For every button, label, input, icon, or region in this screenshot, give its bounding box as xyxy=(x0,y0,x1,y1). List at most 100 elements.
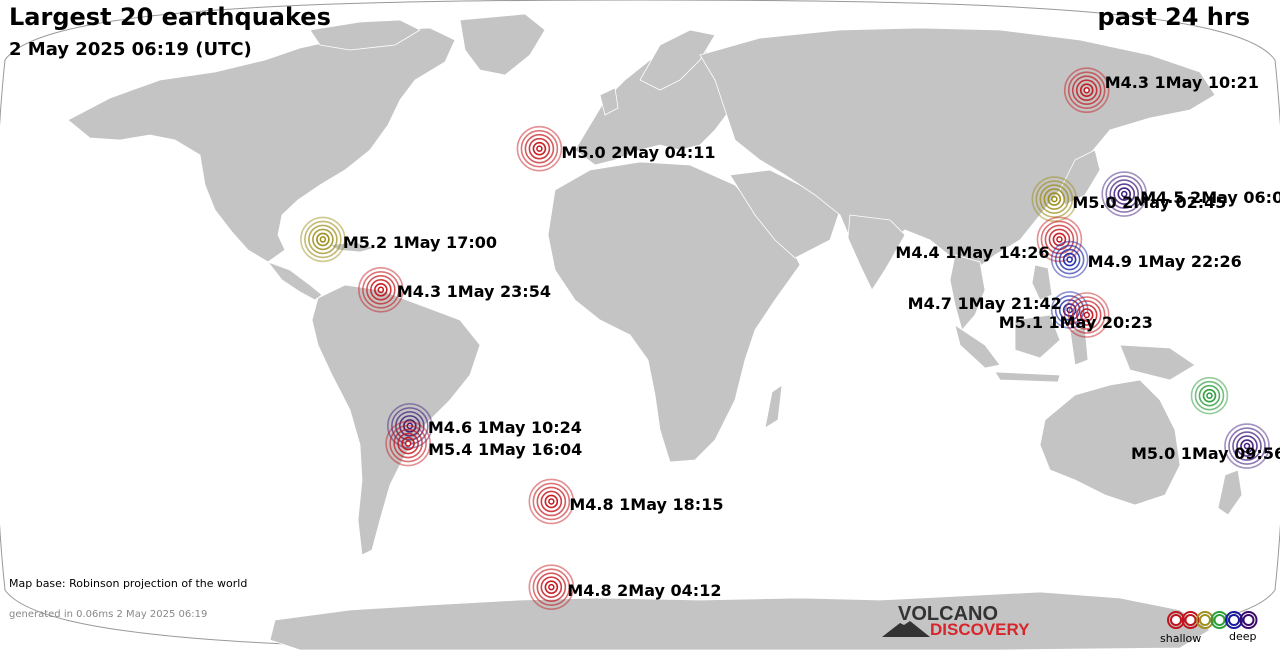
marker-ring xyxy=(516,125,563,172)
marker-center-dot xyxy=(319,236,327,243)
legend-circle xyxy=(1242,614,1255,626)
antarctica-land xyxy=(269,591,1211,650)
marker-center-dot xyxy=(1056,236,1063,243)
earthquake-label-q13[interactable]: M4.8 1May 18:15 xyxy=(569,495,724,515)
marker-center-dot xyxy=(1120,190,1128,198)
india-land xyxy=(847,214,906,291)
arctic-islands-land xyxy=(309,19,421,51)
earthquake-label-q11[interactable]: M4.6 1May 10:24 xyxy=(427,417,582,437)
marker-ring xyxy=(540,490,563,513)
marker-ring xyxy=(300,216,346,263)
marker-ring xyxy=(370,278,392,301)
marker-center-dot xyxy=(1243,442,1251,450)
earthquake-marker-q13[interactable] xyxy=(528,478,575,525)
marker-center-dot xyxy=(1083,311,1090,319)
earthquake-label-q10[interactable]: M5.1 1May 20:23 xyxy=(998,313,1153,332)
marker-ring xyxy=(1075,304,1098,326)
marker-ring xyxy=(1054,244,1085,275)
marker-ring xyxy=(401,436,415,451)
legend-circle xyxy=(1228,614,1240,626)
south-america-land xyxy=(311,284,481,556)
basemap-credit: Map base: Robinson projection of the wor… xyxy=(9,577,248,590)
earthquake-marker-q4[interactable] xyxy=(358,266,404,313)
depth-legend: shallow deep xyxy=(1158,608,1268,648)
marker-ring xyxy=(1063,292,1110,338)
marker-ring xyxy=(397,432,419,455)
volcanodiscovery-logo[interactable]: VOLCANO DISCOVERY xyxy=(882,603,1042,643)
legend-circle xyxy=(1196,611,1214,629)
madagascar-land xyxy=(764,384,783,429)
earthquake-label-q8[interactable]: M4.9 1May 22:26 xyxy=(1087,251,1242,271)
marker-ring xyxy=(1075,79,1098,102)
earthquake-marker-q6[interactable] xyxy=(1101,171,1148,217)
earthquake-marker-q7[interactable] xyxy=(1036,216,1083,263)
marker-ring xyxy=(1047,192,1062,206)
marker-ring xyxy=(395,411,425,441)
earthquake-label-q1[interactable]: M4.3 1May 10:21 xyxy=(1104,73,1259,93)
africa-land xyxy=(547,161,801,463)
earthquake-marker-q14[interactable] xyxy=(528,564,575,610)
marker-ring xyxy=(544,494,559,509)
marker-ring xyxy=(520,129,559,168)
marker-center-dot xyxy=(404,440,412,447)
marker-ring xyxy=(399,415,421,437)
marker-ring xyxy=(374,282,388,297)
legend-circle xyxy=(1239,611,1258,629)
australia-land xyxy=(1039,379,1181,506)
earthquake-marker-q12[interactable] xyxy=(385,420,431,467)
earthquake-marker-q8[interactable] xyxy=(1050,240,1089,279)
marker-ring xyxy=(1190,376,1229,415)
marker-ring xyxy=(540,576,563,598)
earthquake-label-q9[interactable]: M4.7 1May 21:42 xyxy=(907,293,1062,313)
logo-volcano-text: VOLCANO xyxy=(898,603,998,625)
earthquake-label-q5[interactable]: M5.0 2May 02:45 xyxy=(1072,193,1227,213)
marker-ring xyxy=(385,420,431,467)
marker-ring xyxy=(1113,183,1136,205)
page-title: Largest 20 earthquakes xyxy=(9,3,331,31)
marker-ring xyxy=(1050,291,1089,329)
marker-ring xyxy=(1067,296,1106,334)
marker-ring xyxy=(1062,303,1077,317)
scandinavia-land xyxy=(639,29,716,91)
marker-ring xyxy=(532,568,571,606)
earthquake-marker-q1[interactable] xyxy=(1063,67,1110,114)
marker-ring xyxy=(1224,423,1270,469)
earthquake-marker-q16[interactable] xyxy=(1224,423,1270,469)
generated-note: generated in 0.06ms 2 May 2025 06:19 xyxy=(9,609,208,620)
sulawesi-land xyxy=(1069,327,1089,366)
depth-legend-circles xyxy=(1167,611,1258,629)
marker-ring xyxy=(1105,175,1144,213)
marker-ring xyxy=(536,572,567,602)
earthquake-marker-q9[interactable] xyxy=(1050,291,1089,329)
earthquake-marker-q3[interactable] xyxy=(300,216,346,263)
marker-ring xyxy=(1117,187,1132,201)
marker-ring xyxy=(528,564,575,610)
earthquake-marker-q5[interactable] xyxy=(1031,176,1078,222)
earthquake-label-q7[interactable]: M4.4 1May 14:26 xyxy=(895,243,1050,263)
marker-ring xyxy=(389,424,427,463)
earthquake-label-q14[interactable]: M4.8 2May 04:12 xyxy=(567,581,722,601)
caribbean-land xyxy=(328,241,377,253)
volcano-icon xyxy=(882,621,930,637)
earthquake-label-q16[interactable]: M5.0 1May 09:56 xyxy=(1130,444,1280,464)
legend-circle xyxy=(1170,614,1182,626)
marker-ring xyxy=(1031,176,1078,222)
legend-circle xyxy=(1167,611,1185,629)
greenland-land xyxy=(459,13,546,76)
legend-circle xyxy=(1225,611,1243,629)
british-isles-land xyxy=(599,87,619,116)
marker-ring xyxy=(1240,439,1254,453)
marker-ring xyxy=(1035,180,1074,218)
earthquake-marker-q15[interactable] xyxy=(1190,376,1229,415)
earthquake-label-q2[interactable]: M5.0 2May 04:11 xyxy=(561,142,716,162)
earthquake-marker-q10[interactable] xyxy=(1063,292,1110,338)
marker-ring xyxy=(1232,431,1262,461)
earthquake-label-q4[interactable]: M4.3 1May 23:54 xyxy=(396,281,551,301)
marker-ring xyxy=(528,137,551,160)
marker-ring xyxy=(366,274,396,305)
earthquake-label-q12[interactable]: M5.4 1May 16:04 xyxy=(428,439,583,459)
earthquake-label-q6[interactable]: M4.5 2May 06:00 xyxy=(1140,188,1280,208)
earthquake-marker-q2[interactable] xyxy=(516,125,563,172)
earthquake-label-q3[interactable]: M5.2 1May 17:00 xyxy=(342,233,497,253)
marker-center-dot xyxy=(548,583,555,591)
